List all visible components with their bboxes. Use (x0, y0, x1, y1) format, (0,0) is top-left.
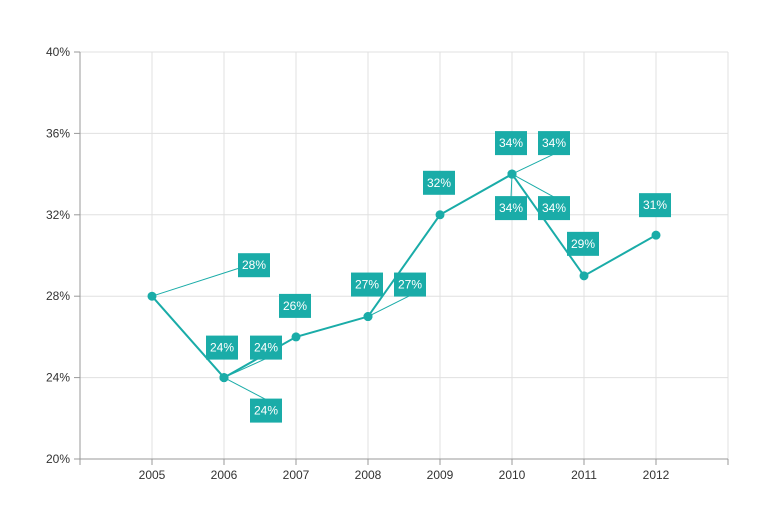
data-label: 34% (542, 136, 566, 150)
data-point (291, 332, 301, 342)
data-label-box (250, 398, 282, 423)
x-tick-label: 2005 (139, 468, 166, 482)
x-tick-label: 2009 (427, 468, 454, 482)
data-label: 34% (499, 136, 523, 150)
data-label-box (351, 272, 383, 297)
data-label: 28% (242, 258, 266, 272)
y-tick-label: 40% (46, 45, 70, 59)
data-point (435, 210, 445, 220)
data-point (147, 291, 157, 301)
label-connector (223, 358, 267, 379)
y-tick-label: 24% (46, 371, 70, 385)
data-label-box (279, 293, 311, 318)
x-tick-label: 2012 (643, 468, 670, 482)
label-connector (223, 377, 267, 401)
data-point (507, 169, 517, 179)
label-connector (367, 295, 411, 317)
x-tick-label: 2006 (211, 468, 238, 482)
data-label: 34% (542, 201, 566, 215)
x-tick-label: 2007 (283, 468, 310, 482)
y-tick-label: 36% (46, 126, 70, 140)
y-tick-label: 32% (46, 208, 70, 222)
data-point (219, 373, 229, 383)
data-label-box (567, 231, 599, 256)
label-connector (511, 173, 555, 198)
x-tick-label: 2010 (499, 468, 526, 482)
data-label-box (639, 193, 671, 218)
data-label: 29% (571, 237, 595, 251)
x-tick-label: 2008 (355, 468, 382, 482)
data-label-box (538, 196, 570, 221)
data-label-box (206, 335, 238, 360)
series-line (151, 172, 657, 379)
x-tick-label: 2011 (571, 468, 597, 482)
label-connector (511, 153, 555, 175)
data-label-box (538, 131, 570, 156)
data-label: 31% (643, 198, 667, 212)
data-label: 26% (283, 299, 307, 313)
data-point (579, 271, 589, 281)
data-label-box (250, 335, 282, 360)
data-label-box (238, 253, 270, 278)
data-label: 24% (210, 341, 234, 355)
data-label-box (495, 131, 527, 156)
data-label: 32% (427, 176, 451, 190)
data-label: 24% (254, 404, 278, 418)
y-tick-label: 28% (46, 289, 70, 303)
data-label: 24% (254, 341, 278, 355)
data-point (363, 312, 373, 322)
y-tick-label: 20% (46, 452, 70, 466)
data-label: 34% (499, 201, 523, 215)
data-label-box (495, 196, 527, 221)
data-point (651, 230, 661, 240)
data-label: 27% (398, 278, 422, 292)
data-label-box (423, 170, 455, 195)
data-label-box (394, 272, 426, 297)
data-label: 27% (355, 278, 379, 292)
label-connector (151, 268, 239, 297)
